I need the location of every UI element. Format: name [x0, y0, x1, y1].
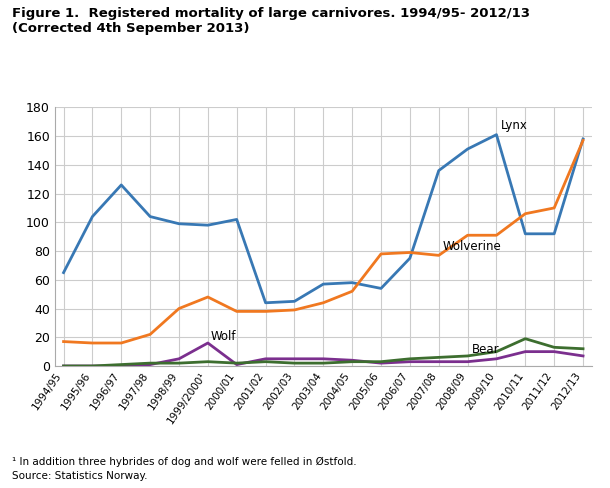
- Text: Wolf: Wolf: [210, 330, 236, 343]
- Text: Bear: Bear: [472, 343, 500, 356]
- Text: ¹ In addition three hybrides of dog and wolf were felled in Østfold.
Source: Sta: ¹ In addition three hybrides of dog and …: [12, 456, 357, 481]
- Text: Figure 1.  Registered mortality of large carnivores. 1994/95- 2012/13: Figure 1. Registered mortality of large …: [12, 7, 530, 20]
- Text: (Corrected 4th Sepember 2013): (Corrected 4th Sepember 2013): [12, 22, 249, 35]
- Text: Wolverine: Wolverine: [443, 240, 502, 253]
- Text: Lynx: Lynx: [501, 119, 528, 132]
